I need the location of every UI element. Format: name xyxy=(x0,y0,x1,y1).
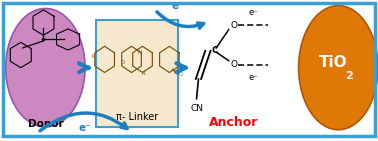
Text: e⁻: e⁻ xyxy=(79,123,91,133)
Ellipse shape xyxy=(6,8,85,127)
Text: O: O xyxy=(121,60,125,65)
Text: N: N xyxy=(138,50,142,55)
Text: C: C xyxy=(211,46,218,55)
Text: O: O xyxy=(230,60,237,69)
Text: e⁻: e⁻ xyxy=(171,1,184,11)
Text: R: R xyxy=(142,71,146,76)
Text: CN: CN xyxy=(191,104,204,113)
Text: π- Linker: π- Linker xyxy=(116,112,158,122)
Text: e⁻: e⁻ xyxy=(248,8,258,17)
Ellipse shape xyxy=(299,6,378,130)
Text: e⁻: e⁻ xyxy=(248,73,258,82)
FancyBboxPatch shape xyxy=(96,20,178,127)
FancyArrowPatch shape xyxy=(177,63,185,72)
Text: O: O xyxy=(230,21,237,30)
Text: TiO: TiO xyxy=(319,55,348,70)
Text: R: R xyxy=(91,54,95,59)
FancyArrowPatch shape xyxy=(79,63,88,72)
Text: Donor: Donor xyxy=(28,119,63,129)
Text: 2: 2 xyxy=(345,71,353,81)
Text: =O: =O xyxy=(176,72,184,77)
Text: Anchor: Anchor xyxy=(209,116,258,129)
